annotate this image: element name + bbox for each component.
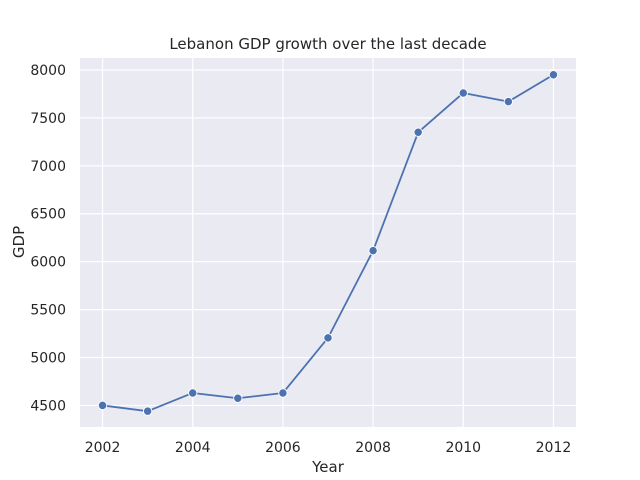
x-tick-label: 2010 <box>445 440 481 456</box>
x-tick-label: 2012 <box>536 440 572 456</box>
y-tick-label: 6500 <box>30 207 66 223</box>
x-tick-label: 2002 <box>85 440 121 456</box>
plot-area <box>80 58 576 427</box>
y-tick-label: 5000 <box>30 351 66 367</box>
grid-lines <box>80 58 576 427</box>
data-point <box>548 70 559 80</box>
x-tick-label: 2004 <box>175 440 211 456</box>
y-tick-label: 8000 <box>30 63 66 79</box>
y-tick-label: 6000 <box>30 255 66 271</box>
data-point <box>278 388 288 398</box>
y-tick-label: 7500 <box>30 111 66 127</box>
data-point <box>413 127 423 137</box>
data-point <box>323 333 333 343</box>
data-point <box>503 96 514 107</box>
chart-title: Lebanon GDP growth over the last decade <box>169 35 486 53</box>
x-axis-ticks: 2002 2004 2006 2008 2010 2012 <box>85 440 572 456</box>
x-tick-label: 2008 <box>355 440 391 456</box>
data-point <box>368 245 378 256</box>
y-axis-ticks: 4500 5000 5500 6000 6500 7000 7500 8000 <box>30 63 66 414</box>
y-tick-label: 5500 <box>30 303 66 319</box>
x-tick-label: 2006 <box>265 440 301 456</box>
y-tick-label: 7000 <box>30 159 66 175</box>
y-axis-label: GDP <box>10 226 28 258</box>
data-point <box>142 406 153 416</box>
data-point <box>188 388 198 398</box>
y-tick-label: 4500 <box>30 398 66 414</box>
data-point <box>97 400 108 411</box>
series-layer <box>97 70 559 416</box>
data-point <box>458 88 468 98</box>
x-axis-label: Year <box>311 458 345 476</box>
data-point <box>233 393 243 403</box>
